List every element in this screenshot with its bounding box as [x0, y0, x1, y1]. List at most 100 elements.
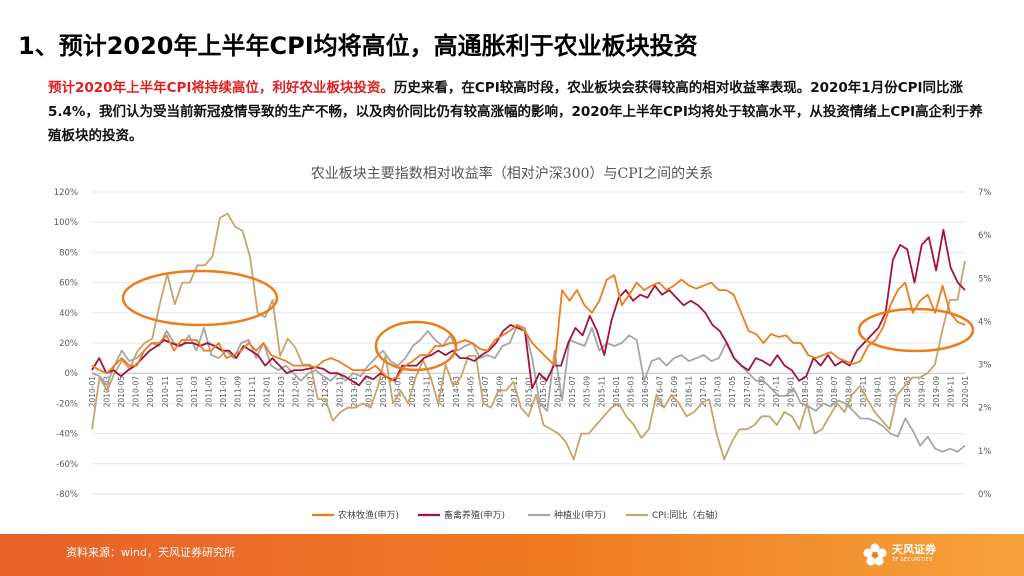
x-tick-label: 2015-05 [554, 376, 563, 408]
x-tick-label: 2010-11 [161, 376, 170, 408]
x-tick-label: 2014-11 [510, 376, 519, 408]
x-tick-label: 2013-05 [379, 376, 388, 408]
x-tick-label: 2011-11 [248, 376, 257, 408]
x-tick-label: 2016-03 [626, 376, 635, 408]
x-tick-label: 2011-03 [190, 376, 199, 408]
right-tick-label: 7% [978, 188, 992, 198]
x-tick-label: 2016-07 [655, 376, 664, 408]
x-tick-label: 2017-11 [772, 376, 781, 408]
series-lines [91, 212, 966, 461]
x-tick-label: 2011-07 [219, 376, 228, 408]
right-tick-label: 3% [978, 361, 992, 371]
x-tick-label: 2015-09 [583, 376, 592, 408]
left-tick-label: -20% [56, 399, 78, 409]
chart-title: 农业板块主要指数相对收益率（相对沪深300）与CPI之间的关系 [310, 166, 714, 182]
x-tick-label: 2011-05 [204, 376, 213, 408]
x-tick-label: 2012-07 [306, 376, 315, 408]
x-tick-label: 2015-01 [525, 376, 534, 408]
left-tick-label: -60% [56, 460, 78, 470]
x-tick-label: 2012-11 [335, 376, 344, 408]
x-tick-label: 2013-03 [364, 376, 373, 408]
x-tick-label: 2010-01 [88, 376, 97, 408]
series-line-xuqin [91, 228, 966, 390]
x-tick-label: 2017-03 [714, 376, 723, 408]
relative-return-vs-cpi-chart: 120% 100% 80% 60% 40% 20% 0% -20% -40% -60% -80% 7… [54, 188, 992, 521]
left-tick-label: 0% [65, 369, 79, 379]
x-tick-label: 2010-09 [146, 376, 155, 408]
left-tick-label: -80% [56, 490, 78, 500]
x-tick-label: 2017-01 [699, 376, 708, 408]
legend-label: 种植业(申万) [554, 509, 606, 521]
right-tick-label: 4% [978, 317, 992, 327]
left-axis: 120% 100% 80% 60% 40% 20% 0% -20% -40% -60% -80% [54, 188, 78, 500]
x-tick-label: 2018-07 [830, 376, 839, 408]
x-tick-label: 2014-05 [466, 376, 475, 408]
right-tick-label: 5% [978, 274, 992, 284]
x-tick-label: 2019-07 [917, 376, 926, 408]
left-tick-label: 40% [59, 309, 78, 319]
gridlines [92, 191, 965, 495]
series-line-zhongzhi [91, 323, 966, 453]
left-tick-label: 100% [54, 218, 78, 228]
left-tick-label: 60% [59, 279, 78, 289]
footer-bar: 资料来源：wind，天风证券研究所 天风证券 TF SECURITIES [0, 534, 1024, 576]
left-tick-label: 20% [59, 339, 78, 349]
x-tick-label: 2019-03 [888, 376, 897, 408]
x-tick-label: 2012-01 [263, 376, 272, 408]
x-tick-label: 2019-05 [903, 376, 912, 408]
x-tick-label: 2017-07 [743, 376, 752, 408]
x-tick-label: 2018-09 [845, 376, 854, 408]
x-tick-label: 2013-07 [394, 376, 403, 408]
highlight-ellipse-2019 [857, 307, 975, 353]
x-tick-label: 2020-01 [961, 376, 970, 408]
x-tick-label: 2019-01 [874, 376, 883, 408]
x-tick-label: 2019-11 [946, 376, 955, 408]
x-tick-label: 2016-09 [670, 376, 679, 408]
x-tick-label: 2018-03 [801, 376, 810, 408]
x-tick-label: 2014-01 [437, 376, 446, 408]
x-tick-label: 2017-09 [757, 376, 766, 408]
summary-text: 历史来看，在CPI较高时段，农业板块会获得较高的相对收益率表现。2020年1月份… [48, 80, 983, 144]
x-tick-label: 2015-03 [539, 376, 548, 408]
source-note: 资料来源：wind，天风证券研究所 [66, 546, 236, 559]
x-tick-label: 2012-03 [277, 376, 286, 408]
x-tick-label: 2016-01 [612, 376, 621, 408]
x-tick-label: 2010-03 [103, 376, 112, 408]
x-tick-label: 2013-01 [350, 376, 359, 408]
logo-en: TF SECURITIES [892, 557, 933, 563]
x-tick-label: 2010-05 [117, 376, 126, 408]
x-tick-label: 2011-09 [234, 376, 243, 408]
x-tick-label: 2012-09 [321, 376, 330, 408]
x-tick-label: 2011-01 [175, 376, 184, 408]
left-tick-label: -40% [56, 430, 78, 440]
logo-cn: 天风证券 [892, 543, 936, 556]
series-line-cpi [91, 212, 966, 461]
x-tick-label: 2016-05 [641, 376, 650, 408]
x-tick-label: 2016-11 [685, 376, 694, 408]
right-axis: 7% 6% 5% 4% 3% 2% 1% 0% [978, 188, 992, 500]
x-tick-label: 2013-09 [408, 376, 417, 408]
x-tick-label: 2017-05 [728, 376, 737, 408]
x-tick-label: 2019-09 [932, 376, 941, 408]
x-tick-label: 2014-09 [495, 376, 504, 408]
legend-label: CPI:同比（右轴） [652, 509, 723, 521]
right-tick-label: 1% [978, 447, 992, 457]
x-tick-label: 2015-07 [568, 376, 577, 408]
highlight-ellipse-2013 [374, 320, 458, 372]
x-tick-label: 2013-11 [423, 376, 432, 408]
x-tick-label: 2010-07 [132, 376, 141, 408]
company-logo: 天风证券 TF SECURITIES [862, 540, 936, 570]
legend-label: 农林牧渔(申万) [338, 509, 399, 521]
highlight-ellipse-2011 [121, 269, 279, 327]
left-tick-label: 120% [54, 188, 78, 198]
summary-paragraph: 预计2020年上半年CPI将持续高位，利好农业板块投资。历史来看，在CPI较高时… [48, 76, 988, 148]
left-tick-label: 80% [59, 248, 78, 258]
x-tick-label: 2018-05 [816, 376, 825, 408]
slide-title: 1、预计2020年上半年CPI均将高位，高通胀利于农业板块投资 [18, 32, 698, 60]
x-tick-label: 2015-11 [597, 376, 606, 408]
highlight-ellipses [121, 269, 975, 372]
x-tick-label: 2014-07 [481, 376, 490, 408]
x-tick-label: 2014-03 [452, 376, 461, 408]
flower-logo-icon [863, 543, 887, 566]
legend-label: 畜禽养殖(申万) [444, 509, 505, 521]
